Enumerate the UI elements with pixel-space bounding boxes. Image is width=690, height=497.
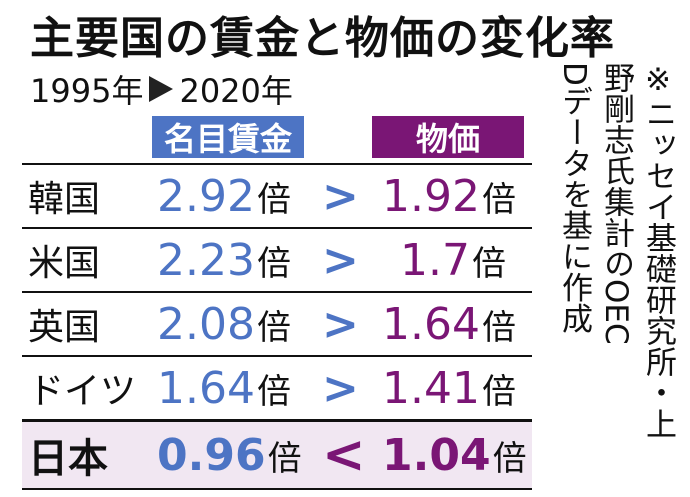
price-value: 1.64倍 bbox=[382, 298, 516, 350]
price-value: 1.04倍 bbox=[382, 429, 527, 481]
header-price: 物価 bbox=[372, 116, 524, 158]
comparison-sign: > bbox=[322, 362, 359, 414]
table-row: ドイツ 1.64倍 > 1.41倍 bbox=[22, 355, 532, 419]
unit-label: 倍 bbox=[492, 438, 527, 479]
wage-value: 2.23倍 bbox=[157, 234, 291, 286]
table-row: 韓国 2.92倍 > 1.92倍 bbox=[22, 163, 532, 227]
comparison-table: 韓国 2.92倍 > 1.92倍 米国 2.23倍 > 1.7倍 英国 2.08… bbox=[22, 163, 532, 490]
comparison-sign: < bbox=[322, 425, 366, 485]
country-name: 韓国 bbox=[28, 179, 101, 220]
comparison-sign: > bbox=[322, 234, 359, 286]
unit-label: 倍 bbox=[267, 438, 302, 479]
unit-label: 倍 bbox=[481, 307, 516, 348]
period-label: 1995年 2020年 bbox=[30, 66, 293, 112]
price-value: 1.92倍 bbox=[382, 170, 516, 222]
period-end: 2020年 bbox=[179, 72, 293, 110]
unit-label: 倍 bbox=[256, 307, 291, 348]
table-row: 英国 2.08倍 > 1.64倍 bbox=[22, 291, 532, 355]
unit-label: 倍 bbox=[256, 179, 291, 220]
unit-label: 倍 bbox=[471, 243, 506, 284]
table-row-japan: 日本 0.96倍 < 1.04倍 bbox=[22, 419, 532, 490]
unit-label: 倍 bbox=[256, 243, 291, 284]
triangle-arrow-icon bbox=[149, 76, 174, 102]
period-start: 1995年 bbox=[30, 72, 144, 110]
unit-label: 倍 bbox=[481, 179, 516, 220]
source-note-line: 野剛志氏集計のOEC bbox=[598, 62, 634, 345]
country-name: 英国 bbox=[28, 307, 101, 348]
country-name: 米国 bbox=[28, 243, 101, 284]
header-wage: 名目賃金 bbox=[152, 116, 304, 158]
page-title: 主要国の賃金と物価の変化率 bbox=[30, 13, 615, 64]
comparison-sign: > bbox=[322, 298, 359, 350]
source-note-line: ※ニッセイ基礎研究所・上 bbox=[640, 62, 676, 439]
price-value: 1.7倍 bbox=[400, 234, 506, 286]
wage-value: 1.64倍 bbox=[157, 362, 291, 414]
price-value: 1.41倍 bbox=[382, 362, 516, 414]
unit-label: 倍 bbox=[481, 371, 516, 412]
source-note-line: Dデータを基に作成 bbox=[556, 62, 592, 334]
unit-label: 倍 bbox=[256, 371, 291, 412]
table-row: 米国 2.23倍 > 1.7倍 bbox=[22, 227, 532, 291]
country-name: 日本 bbox=[28, 436, 108, 482]
comparison-sign: > bbox=[322, 170, 359, 222]
wage-value: 2.92倍 bbox=[157, 170, 291, 222]
country-name: ドイツ bbox=[28, 371, 137, 412]
wage-value: 0.96倍 bbox=[157, 429, 302, 481]
wage-value: 2.08倍 bbox=[157, 298, 291, 350]
